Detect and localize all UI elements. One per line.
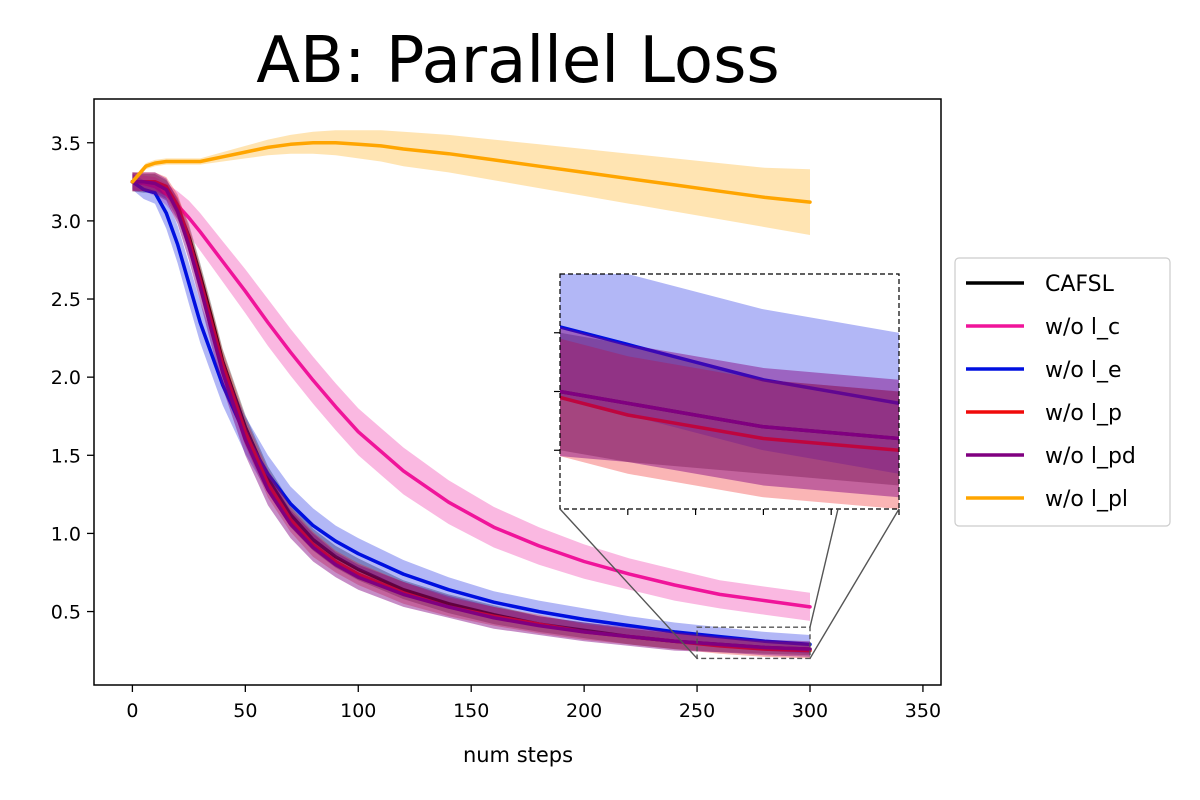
legend-frame (954, 257, 1171, 527)
series-band-w-o-l-c (132, 174, 810, 621)
legend-label: w/o l_pd (1045, 444, 1136, 469)
series-band-w-o-l-pl (132, 130, 810, 235)
x-tick-label: 50 (233, 700, 257, 722)
y-tick-label: 1.0 (51, 523, 81, 545)
inset-series (560, 274, 899, 509)
chart-title: AB: Parallel Loss (256, 24, 780, 98)
y-tick-label: 3.0 (51, 211, 81, 233)
legend-label: w/o l_e (1045, 358, 1122, 383)
y-axis: 0.5 1.0 1.5 2.0 2.5 3.0 3.5 (51, 133, 94, 624)
zoom-rect (696, 626, 811, 660)
connector-line (809, 508, 900, 659)
inset-band-cafsl (560, 332, 899, 486)
inset-band-w-o-l-e (560, 274, 899, 474)
series-line-w-o-l-pd (130, 180, 812, 651)
x-tick-label: 100 (340, 700, 376, 722)
y-tick-label: 0.5 (51, 602, 81, 624)
x-tick-label: 0 (126, 700, 138, 722)
x-tick-label: 250 (679, 700, 715, 722)
connector-line (809, 508, 839, 628)
y-tick-label: 2.0 (51, 367, 81, 389)
series-line-w-o-l-e (130, 180, 812, 647)
x-axis-label: num steps (463, 743, 573, 767)
y-tick-label: 1.5 (51, 445, 81, 467)
plot-frame (93, 98, 942, 686)
y-tick-label: 3.5 (51, 133, 81, 155)
y-tick-label: 2.5 (51, 289, 81, 311)
x-axis: 0 50 100 150 200 250 300 350 (126, 685, 941, 722)
main-plot-series (130, 130, 812, 659)
inset-frame (559, 273, 900, 510)
inset-zoom-plot (554, 273, 900, 515)
inset-background (560, 274, 899, 509)
series-line-w-o-l-pl (130, 141, 812, 204)
x-tick-label: 150 (453, 700, 489, 722)
legend-label: w/o l_pl (1045, 487, 1128, 512)
legend-label: CAFSL (1045, 272, 1115, 297)
inset-connector-lines (559, 508, 900, 659)
legend-label: w/o l_c (1045, 315, 1120, 340)
zoom-region-box (696, 626, 811, 660)
x-tick-label: 300 (792, 700, 828, 722)
legend-label: w/o l_p (1045, 401, 1122, 426)
inset-band-w-o-l-pd (560, 326, 899, 498)
legend: CAFSL w/o l_c w/o l_e w/o l_p w/o l_pd w/o l_… (954, 257, 1171, 527)
inset-band-w-o-l-p (560, 338, 899, 509)
x-tick-label: 350 (905, 700, 941, 722)
x-tick-label: 200 (566, 700, 602, 722)
connector-line (559, 508, 698, 659)
